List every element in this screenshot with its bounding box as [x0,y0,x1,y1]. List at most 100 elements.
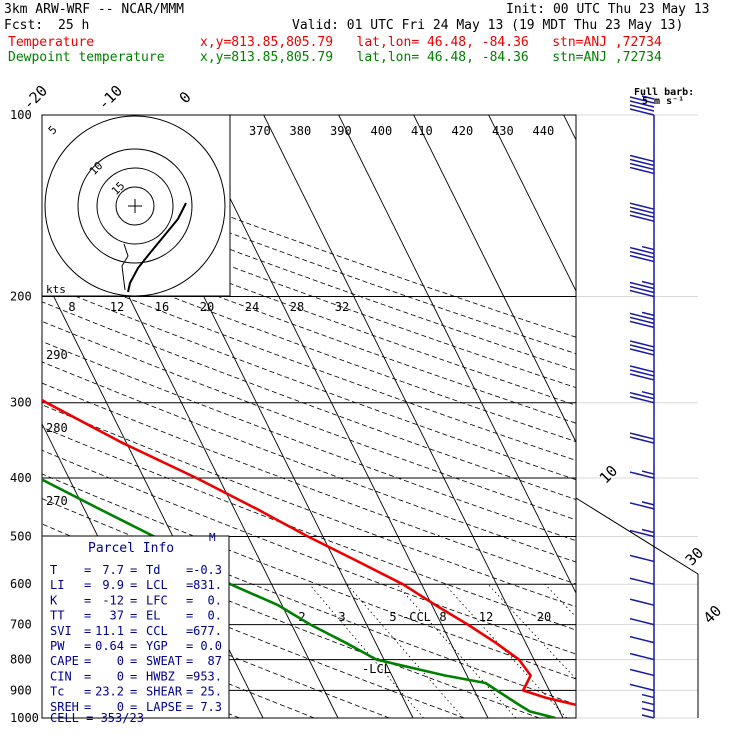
parcel-key: SREH [50,700,79,714]
mixing-ratio-line [487,583,576,680]
wind-barb-half [641,528,655,534]
dry-adiabat [42,426,576,631]
parcel-equals: = [84,639,91,653]
pressure-label: 800 [10,653,32,667]
wind-barb-full [629,391,655,400]
parcel-equals: = [84,593,91,607]
hodograph-speed-tick: 32 [335,300,349,314]
parcel-equals: = [186,700,193,714]
pressure-label: 700 [10,618,32,632]
parcel-equals: = [130,624,137,638]
wind-barb-full [629,683,655,692]
wind-barb-full [629,432,655,440]
parcel-equals: = [84,654,91,668]
wind-barb-full [629,369,655,377]
wind-barb-half [641,470,655,475]
wind-barb-full [629,395,655,404]
temperature-line [42,398,576,707]
wind-barb-full [629,471,655,479]
hodograph-ring [44,115,226,296]
parcel-equals: = [130,654,137,668]
wind-barb-full [629,108,655,116]
parcel-value: 7.7 [102,563,124,577]
mixing-ratio-label: 5 [389,610,396,624]
isotherm-label: 40 [700,602,726,628]
dry-adiabat [42,320,576,521]
parcel-value: 953. [193,669,222,683]
parcel-equals: = [130,609,137,623]
parcel-value: 0 [117,654,124,668]
parcel-key: CIN [50,669,72,683]
parcel-key: SVI [50,624,72,638]
pressure-label: 200 [10,290,32,304]
wind-barb-half [641,280,655,286]
wind-barb-full [629,104,655,112]
isotherm [188,115,489,718]
forecast-hour-label: Fcst: [4,18,44,33]
wind-barb-half [641,707,655,713]
theta-e-label: 420 [452,124,474,138]
theta-e-label: 430 [492,124,514,138]
theta-label: 290 [46,348,68,362]
parcel-key: EL [146,609,160,623]
parcel-value: 0.64 [95,639,124,653]
wind-barb-half [641,311,655,317]
wind-barb-full [629,320,655,329]
mixing-ratio-line [309,583,424,718]
parcel-key: LAPSE [146,700,182,714]
dry-adiabat [42,301,576,500]
wind-barb-full [629,598,655,606]
parcel-key: CCL [146,624,168,638]
barb-legend-line1: Full barb: [634,87,694,98]
parcel-equals: = [84,609,91,623]
hodograph-speed-tick: 24 [245,300,259,314]
wind-barb-full [629,316,655,325]
parcel-value: 0. [208,609,222,623]
mixing-ratio-label: 8 [439,610,446,624]
pressure-label: 300 [10,396,32,410]
theta-e-label: 400 [371,124,393,138]
pressure-label: 100 [10,108,32,122]
parcel-value: 0 [117,700,124,714]
isotherm [263,115,564,718]
barb-legend-line2: 5 m s⁻¹ [642,96,684,107]
parcel-key: K [50,593,58,607]
wind-barb-full [629,577,655,585]
parcel-value: 7.3 [200,700,222,714]
wind-barb-full [629,166,655,175]
wind-barb-half [641,95,655,100]
parcel-value: 9.9 [102,578,124,592]
isotherm-label: 0 [176,88,195,107]
parcel-value: 37 [110,609,124,623]
wind-barb-full [629,617,655,626]
parcel-equals: = [186,609,193,623]
wind-barb-full [629,635,655,644]
ccl-marker: -CCL [402,610,431,624]
parcel-value: 87 [208,654,222,668]
theta-e-label: 410 [411,124,433,138]
pressure-label: 400 [10,471,32,485]
isotherm-label: 10 [596,462,622,488]
parcel-value: 23.2 [95,685,124,699]
dry-adiabat [42,193,576,389]
dry-adiabat [42,361,576,563]
hodograph-trace [127,202,187,293]
dry-adiabat [42,245,576,443]
wind-barb-half [641,245,655,251]
hodograph-speed-tick: 20 [200,300,214,314]
wind-barb-full [629,312,655,321]
parcel-equals: = [130,593,137,607]
hodograph-ring [96,167,174,245]
dry-adiabat [42,263,576,461]
pressure-label: 500 [10,529,32,543]
parcel-key: CAPE [50,654,79,668]
parcel-equals: = [186,593,193,607]
lcl-marker: -LCL [362,662,391,676]
parcel-value: 831. [193,578,222,592]
isotherm-label: -10 [94,82,126,114]
hodograph-speed-tick: 28 [290,300,304,314]
parcel-equals: = [130,578,137,592]
parcel-value: 677. [193,624,222,638]
parcel-value: 0. [208,593,222,607]
